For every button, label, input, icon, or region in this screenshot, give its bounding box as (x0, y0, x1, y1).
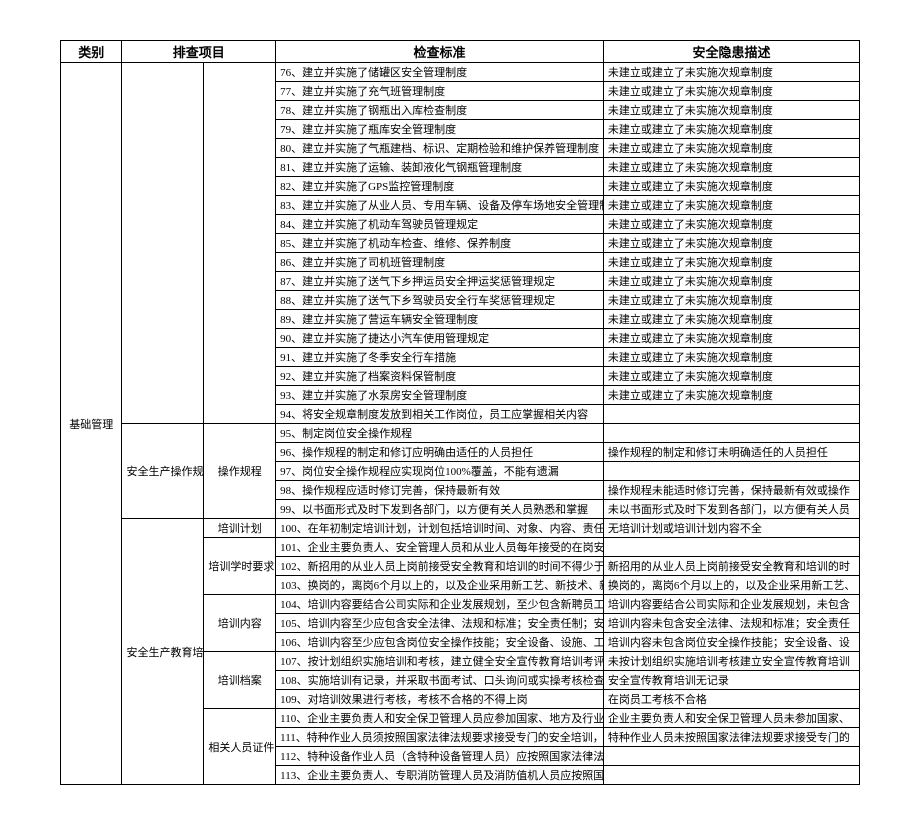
desc-cell (603, 766, 859, 785)
standard-cell: 86、建立并实施了司机班管理制度 (276, 253, 604, 272)
standard-cell: 82、建立并实施了GPS监控管理制度 (276, 177, 604, 196)
desc-cell (603, 538, 859, 557)
desc-cell: 企业主要负责人和安全保卫管理人员未参加国家、 (603, 709, 859, 728)
desc-cell: 未建立或建立了未实施次规章制度 (603, 177, 859, 196)
standard-cell: 92、建立并实施了档案资料保管制度 (276, 367, 604, 386)
standard-cell: 91、建立并实施了冬季安全行车措施 (276, 348, 604, 367)
standard-cell: 90、建立并实施了捷达小汽车使用管理规定 (276, 329, 604, 348)
standard-cell: 87、建立并实施了送气下乡押运员安全押运奖惩管理规定 (276, 272, 604, 291)
desc-cell: 新招用的从业人员上岗前接受安全教育和培训的时 (603, 557, 859, 576)
standard-cell: 93、建立并实施了水泵房安全管理制度 (276, 386, 604, 405)
desc-cell: 未建立或建立了未实施次规章制度 (603, 158, 859, 177)
desc-cell: 未建立或建立了未实施次规章制度 (603, 329, 859, 348)
table-row: 安全生产教育培训培训计划100、在年初制定培训计划，计划包括培训时间、对象、内容… (61, 519, 860, 538)
header-standard: 检查标准 (276, 41, 604, 63)
standard-cell: 83、建立并实施了从业人员、专用车辆、设备及停车场地安全管理制度 (276, 196, 604, 215)
standard-cell: 98、操作规程应适时修订完善，保持最新有效 (276, 481, 604, 500)
standard-cell: 99、以书面形式及时下发到各部门，以方便有关人员熟悉和掌握 (276, 500, 604, 519)
standard-cell: 105、培训内容至少应包含安全法律、法规和标准；安全责任制；安全 (276, 614, 604, 633)
desc-cell: 未建立或建立了未实施次规章制度 (603, 139, 859, 158)
sub-item-cell: 培训计划 (204, 519, 276, 538)
sub-item-cell: 相关人员证件 (204, 709, 276, 785)
inspection-table: 类别 排查项目 检查标准 安全隐患描述 基础管理76、建立并实施了储罐区安全管理… (60, 40, 860, 785)
header-row: 类别 排查项目 检查标准 安全隐患描述 (61, 41, 860, 63)
desc-cell (603, 462, 859, 481)
standard-cell: 111、特种作业人员须按照国家法律法规要求接受专门的安全培训，经 (276, 728, 604, 747)
item-cell (122, 63, 204, 424)
desc-cell: 特种作业人员未按照国家法律法规要求接受专门的 (603, 728, 859, 747)
standard-cell: 88、建立并实施了送气下乡驾驶员安全行车奖惩管理规定 (276, 291, 604, 310)
desc-cell: 未建立或建立了未实施次规章制度 (603, 215, 859, 234)
desc-cell: 在岗员工考核不合格 (603, 690, 859, 709)
desc-cell: 未按计划组织实施培训考核建立安全宣传教育培训 (603, 652, 859, 671)
desc-cell: 未建立或建立了未实施次规章制度 (603, 120, 859, 139)
desc-cell: 未建立或建立了未实施次规章制度 (603, 196, 859, 215)
desc-cell: 未建立或建立了未实施次规章制度 (603, 82, 859, 101)
desc-cell: 安全宣传教育培训无记录 (603, 671, 859, 690)
desc-cell: 未建立或建立了未实施次规章制度 (603, 272, 859, 291)
desc-cell: 未建立或建立了未实施次规章制度 (603, 348, 859, 367)
item-cell: 安全生产操作规程 (122, 424, 204, 519)
desc-cell: 培训内容未包含岗位安全操作技能；安全设备、设 (603, 633, 859, 652)
desc-cell (603, 747, 859, 766)
desc-cell: 培训内容要结合公司实际和企业发展规划，未包含 (603, 595, 859, 614)
standard-cell: 77、建立并实施了充气班管理制度 (276, 82, 604, 101)
desc-cell: 培训内容未包含安全法律、法规和标准；安全责任 (603, 614, 859, 633)
standard-cell: 100、在年初制定培训计划，计划包括培训时间、对象、内容、责任人 (276, 519, 604, 538)
desc-cell: 未建立或建立了未实施次规章制度 (603, 310, 859, 329)
standard-cell: 95、制定岗位安全操作规程 (276, 424, 604, 443)
standard-cell: 110、企业主要负责人和安全保卫管理人员应参加国家、地方及行业组 (276, 709, 604, 728)
sub-item-cell: 操作规程 (204, 424, 276, 519)
desc-cell: 未建立或建立了未实施次规章制度 (603, 234, 859, 253)
standard-cell: 80、建立并实施了气瓶建档、标识、定期检验和维护保养管理制度 (276, 139, 604, 158)
standard-cell: 109、对培训效果进行考核，考核不合格的不得上岗 (276, 690, 604, 709)
standard-cell: 104、培训内容要结合公司实际和企业发展规划，至少包含新聘员工 (276, 595, 604, 614)
table-row: 安全生产操作规程操作规程95、制定岗位安全操作规程 (61, 424, 860, 443)
standard-cell: 78、建立并实施了钢瓶出入库检查制度 (276, 101, 604, 120)
sub-item-cell: 培训学时要求 (204, 538, 276, 595)
standard-cell: 107、按计划组织实施培训和考核，建立健全安全宣传教育培训考评台 (276, 652, 604, 671)
desc-cell: 未建立或建立了未实施次规章制度 (603, 253, 859, 272)
standard-cell: 84、建立并实施了机动车驾驶员管理规定 (276, 215, 604, 234)
standard-cell: 89、建立并实施了营运车辆安全管理制度 (276, 310, 604, 329)
standard-cell: 112、特种设备作业人员（含特种设备管理人员）应按照国家法律法规 (276, 747, 604, 766)
header-desc: 安全隐患描述 (603, 41, 859, 63)
standard-cell: 97、岗位安全操作规程应实现岗位100%覆盖，不能有遗漏 (276, 462, 604, 481)
table-row: 基础管理76、建立并实施了储罐区安全管理制度未建立或建立了未实施次规章制度 (61, 63, 860, 82)
header-category: 类别 (61, 41, 122, 63)
sub-item-cell: 培训档案 (204, 652, 276, 709)
standard-cell: 103、换岗的，离岗6个月以上的，以及企业采用新工艺、新技术、新材 (276, 576, 604, 595)
standard-cell: 79、建立并实施了瓶库安全管理制度 (276, 120, 604, 139)
desc-cell: 未建立或建立了未实施次规章制度 (603, 291, 859, 310)
standard-cell: 81、建立并实施了运输、装卸液化气钢瓶管理制度 (276, 158, 604, 177)
desc-cell: 操作规程未能适时修订完善，保持最新有效或操作 (603, 481, 859, 500)
desc-cell: 无培训计划或培训计划内容不全 (603, 519, 859, 538)
desc-cell: 换岗的，离岗6个月以上的，以及企业采用新工艺、 (603, 576, 859, 595)
desc-cell: 未建立或建立了未实施次规章制度 (603, 101, 859, 120)
standard-cell: 108、实施培训有记录，并采取书面考试、口头询问或实操考核检查培 (276, 671, 604, 690)
item-cell: 安全生产教育培训 (122, 519, 204, 785)
category-cell: 基础管理 (61, 63, 122, 785)
standard-cell: 76、建立并实施了储罐区安全管理制度 (276, 63, 604, 82)
standard-cell: 85、建立并实施了机动车检查、维修、保养制度 (276, 234, 604, 253)
standard-cell: 96、操作规程的制定和修订应明确由适任的人员担任 (276, 443, 604, 462)
standard-cell: 113、企业主要负责人、专职消防管理人员及消防值机人员应按照国家 (276, 766, 604, 785)
desc-cell: 未建立或建立了未实施次规章制度 (603, 386, 859, 405)
desc-cell: 操作规程的制定和修订未明确适任的人员担任 (603, 443, 859, 462)
desc-cell: 未建立或建立了未实施次规章制度 (603, 367, 859, 386)
header-item: 排查项目 (122, 41, 276, 63)
standard-cell: 102、新招用的从业人员上岗前接受安全教育和培训的时间不得少于24 (276, 557, 604, 576)
desc-cell (603, 405, 859, 424)
desc-cell: 未建立或建立了未实施次规章制度 (603, 63, 859, 82)
standard-cell: 106、培训内容至少应包含岗位安全操作技能；安全设备、设施、工具 (276, 633, 604, 652)
desc-cell (603, 424, 859, 443)
standard-cell: 94、将安全规章制度发放到相关工作岗位，员工应掌握相关内容 (276, 405, 604, 424)
sub-item-cell: 培训内容 (204, 595, 276, 652)
standard-cell: 101、企业主要负责人、安全管理人员和从业人员每年接受的在岗安全 (276, 538, 604, 557)
desc-cell: 未以书面形式及时下发到各部门，以方便有关人员 (603, 500, 859, 519)
sub-item-cell (204, 63, 276, 424)
